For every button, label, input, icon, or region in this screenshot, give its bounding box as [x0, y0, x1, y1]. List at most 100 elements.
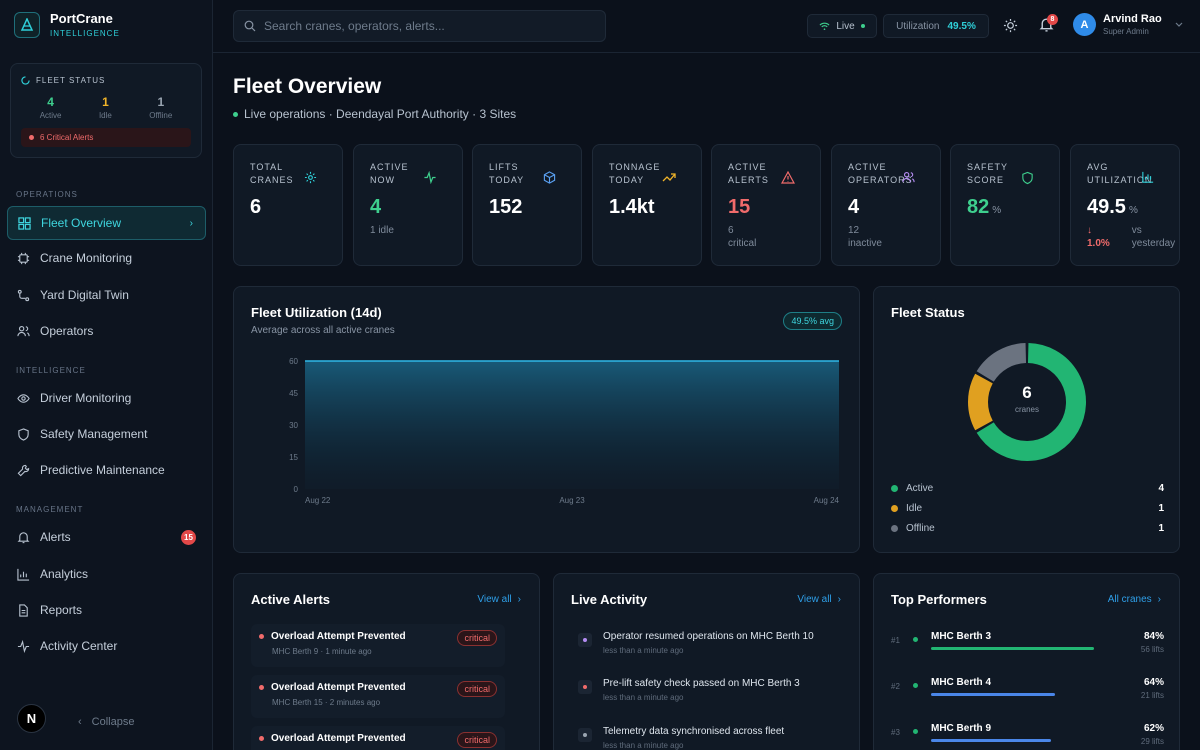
stat-value: 1.4kt: [609, 196, 655, 218]
stat-active-operators[interactable]: ACTIVE OPERATORS 4 12 inactive: [831, 144, 941, 266]
theme-toggle-button[interactable]: [1003, 18, 1018, 33]
alert-item[interactable]: Overload Attempt Prevented MHC Berth 9 ·…: [251, 624, 505, 667]
all-cranes-link[interactable]: All cranes ›: [1108, 594, 1161, 605]
x-tick-label: Aug 23: [559, 496, 585, 505]
sidebar-item-safety-management[interactable]: Safety Management: [7, 417, 206, 451]
search-input[interactable]: [264, 19, 584, 33]
stat-value: 82: [967, 196, 990, 218]
stat-label-line1: TONNAGE: [609, 162, 661, 172]
legend-idle-dot: [891, 505, 898, 512]
donut-slice-active[interactable]: [976, 343, 1086, 461]
stat-label-line2: CRANES: [250, 175, 294, 185]
performer-percent: 64%: [1143, 677, 1164, 688]
legend-active: Active 4: [891, 483, 1164, 494]
arrow-down-icon: ↓: [1087, 225, 1092, 236]
workspace-avatar[interactable]: N: [17, 704, 46, 733]
topbar: Live Utilization 49.5% 8 A Arvind Rao Su…: [213, 0, 1200, 53]
stat-lifts-today[interactable]: LIFTS TODAY 152: [472, 144, 582, 266]
activity-marker-icon: [578, 728, 592, 742]
live-dot: [860, 24, 865, 28]
alert-title: Overload Attempt Prevented: [271, 733, 406, 744]
stat-safety-score[interactable]: SAFETY SCORE 82%: [950, 144, 1060, 266]
sidebar-item-label: Alerts: [40, 530, 71, 544]
user-name: Arvind Rao: [1103, 13, 1162, 25]
user-menu[interactable]: A Arvind Rao Super Admin: [1073, 13, 1183, 36]
page-title: Fleet Overview: [233, 75, 382, 98]
fleet-status-donut[interactable]: [967, 339, 1087, 469]
stat-active-alerts[interactable]: ACTIVE ALERTS 15 6 critical: [711, 144, 821, 266]
performers-title: Top Performers: [891, 592, 987, 607]
stat-tonnage-today[interactable]: TONNAGE TODAY 1.4kt: [592, 144, 702, 266]
utilization-title: Fleet Utilization (14d): [251, 305, 382, 320]
stat-subtext: 1 idle: [370, 225, 394, 236]
sidebar-item-activity-center[interactable]: Activity Center: [7, 629, 206, 663]
utilization-pill[interactable]: Utilization 49.5%: [883, 14, 989, 38]
fleet-status-card: FLEET STATUS 4 Active 1 Idle 1 Offline 6…: [10, 63, 202, 158]
performer-rank: #1: [891, 636, 900, 645]
alert-item[interactable]: Overload Attempt Prevented critical: [251, 726, 505, 750]
user-role: Super Admin: [1103, 27, 1149, 36]
y-tick-label: 15: [289, 453, 298, 462]
utilization-avg-badge: 49.5% avg: [783, 312, 842, 330]
chip-icon: [17, 252, 30, 265]
notifications-button[interactable]: 8: [1039, 14, 1058, 33]
chevron-right-icon: ›: [837, 594, 841, 605]
crane-logo-icon: [14, 12, 40, 38]
alerts-count-badge: 15: [181, 529, 196, 545]
sidebar-item-yard-digital-twin[interactable]: Yard Digital Twin: [7, 278, 206, 312]
page-subtitle-text: Live operations · Deendayal Port Authori…: [244, 107, 517, 121]
sidebar-item-label: Predictive Maintenance: [40, 463, 165, 477]
stat-total-cranes[interactable]: TOTAL CRANES 6: [233, 144, 343, 266]
activity-text: Pre-lift safety check passed on MHC Bert…: [603, 678, 800, 689]
sidebar-item-label: Driver Monitoring: [40, 391, 132, 405]
stat-label-line1: ACTIVE: [848, 162, 887, 172]
activity-item[interactable]: Operator resumed operations on MHC Berth…: [578, 631, 838, 655]
performer-rank: #3: [891, 728, 900, 737]
donut-slice-offline[interactable]: [976, 343, 1027, 383]
sidebar-item-driver-monitoring[interactable]: Driver Monitoring: [7, 381, 206, 415]
activity-item[interactable]: Pre-lift safety check passed on MHC Bert…: [578, 678, 838, 702]
search-bar[interactable]: [233, 10, 606, 42]
chevron-left-icon: ‹: [78, 716, 82, 728]
stat-avg-utilization[interactable]: AVG UTILIZATION 49.5% ↓ 1.0% vs yesterday: [1070, 144, 1180, 266]
critical-alerts-banner[interactable]: 6 Critical Alerts: [21, 128, 191, 147]
fleet-idle-stat: 1 Idle: [99, 95, 112, 120]
sidebar-item-label: Yard Digital Twin: [40, 288, 129, 302]
activity-marker-icon: [578, 680, 592, 694]
utilization-panel: Fleet Utilization (14d) Average across a…: [233, 286, 860, 553]
all-cranes-label: All cranes: [1107, 594, 1152, 605]
sidebar-item-label: Analytics: [40, 567, 89, 581]
activity-item[interactable]: Telemetry data synchronised across fleet…: [578, 726, 838, 750]
wifi-icon: [819, 21, 830, 31]
gear-icon: [304, 171, 317, 184]
activity-view-all-link[interactable]: View all ›: [797, 594, 841, 605]
collapse-button[interactable]: ‹ Collapse: [78, 716, 134, 728]
stat-label-line2: NOW: [370, 175, 395, 185]
utilization-chart[interactable]: 0 15 30 45 60 Aug 22 Aug 23 Aug 24: [242, 347, 842, 507]
alert-item[interactable]: Overload Attempt Prevented MHC Berth 15 …: [251, 675, 505, 718]
activity-text: Telemetry data synchronised across fleet: [603, 726, 785, 737]
fleet-offline-count: 1: [157, 95, 165, 109]
y-tick-label: 0: [294, 485, 299, 494]
stat-label-line2: OPERATORS: [848, 175, 913, 185]
brand[interactable]: PortCrane INTELLIGENCE: [14, 12, 120, 38]
fleet-offline-label: Offline: [149, 111, 173, 120]
live-indicator[interactable]: Live: [807, 14, 877, 38]
performer-bar: [931, 693, 1056, 696]
stat-active-now[interactable]: ACTIVE NOW 4 1 idle: [353, 144, 463, 266]
sidebar-item-crane-monitoring[interactable]: Crane Monitoring: [7, 241, 206, 275]
sidebar-item-label: Reports: [40, 603, 83, 617]
sidebar-item-alerts[interactable]: Alerts 15: [7, 520, 206, 554]
notification-count-badge: 8: [1047, 14, 1058, 25]
fleet-status-title: FLEET STATUS: [36, 76, 106, 85]
user-avatar: A: [1073, 13, 1096, 36]
sidebar-item-fleet-overview[interactable]: Fleet Overview ›: [7, 206, 206, 240]
sidebar-item-predictive-maintenance[interactable]: Predictive Maintenance: [7, 453, 206, 487]
stat-label-line1: LIFTS: [489, 162, 519, 172]
sidebar-item-analytics[interactable]: Analytics: [7, 557, 206, 591]
legend-label: Offline: [906, 523, 935, 534]
sidebar-item-operators[interactable]: Operators: [7, 314, 206, 348]
alerts-view-all-link[interactable]: View all ›: [477, 594, 521, 605]
donut-slice-idle[interactable]: [968, 373, 993, 431]
sidebar-item-reports[interactable]: Reports: [7, 593, 206, 627]
